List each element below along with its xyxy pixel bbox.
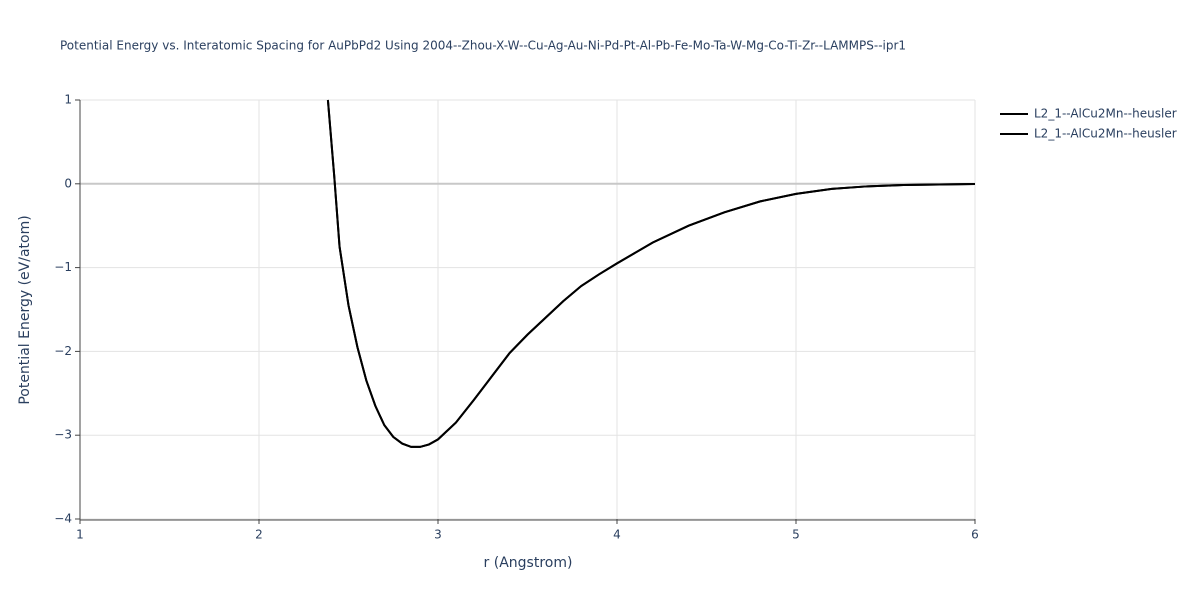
legend-label: L2_1--AlCu2Mn--heusler: [1034, 127, 1177, 141]
y-tick-label: −3: [54, 428, 72, 442]
x-tick-label: 5: [792, 528, 800, 542]
x-tick-label: 2: [255, 528, 263, 542]
data-line: [326, 99, 975, 448]
y-tick-label: 0: [64, 176, 72, 190]
x-tick-label: 1: [76, 528, 84, 542]
plot-area: [326, 99, 975, 448]
legend-label: L2_1--AlCu2Mn--heusler: [1034, 107, 1177, 121]
chart-title: Potential Energy vs. Interatomic Spacing…: [60, 39, 906, 53]
x-tick-label: 3: [434, 528, 442, 542]
grid: [79, 99, 976, 520]
x-axis-label: r (Angstrom): [484, 555, 573, 571]
y-tick-label: −1: [54, 260, 72, 274]
x-tick-label: 4: [613, 528, 621, 542]
y-tick-label: −4: [54, 512, 72, 526]
y-tick-label: 1: [64, 93, 72, 107]
y-axis-label: Potential Energy (eV/atom): [17, 215, 33, 404]
x-tick-label: 6: [971, 528, 979, 542]
data-line: [326, 99, 975, 448]
y-tick-label: −2: [54, 344, 72, 358]
